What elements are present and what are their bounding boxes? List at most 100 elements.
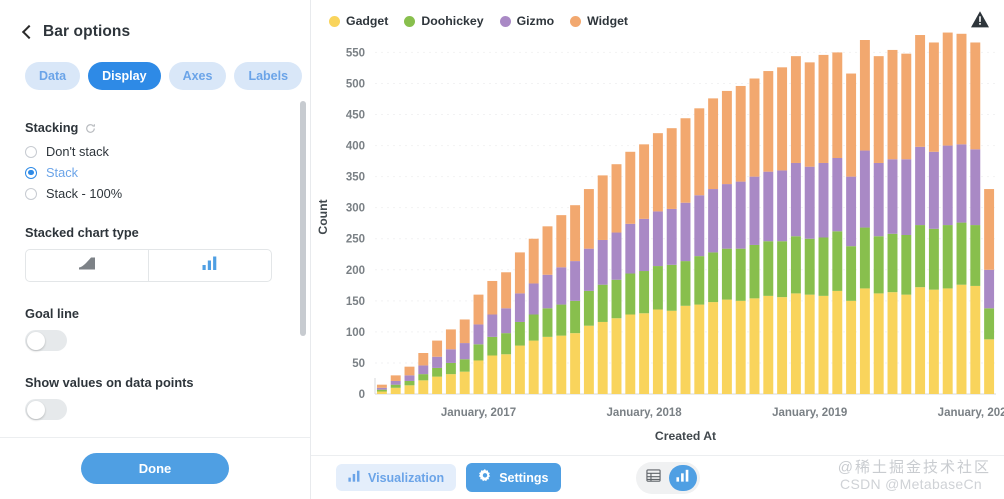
bar-segment[interactable] <box>777 297 788 394</box>
bar-segment[interactable] <box>942 225 953 289</box>
bar-segment[interactable] <box>445 349 456 363</box>
tab-data[interactable]: Data <box>25 62 81 90</box>
bar-segment[interactable] <box>846 73 857 177</box>
bar-segment[interactable] <box>432 340 443 357</box>
bar-segment[interactable] <box>556 215 567 268</box>
bar-segment[interactable] <box>376 387 387 390</box>
bar-segment[interactable] <box>970 225 981 286</box>
bar-segment[interactable] <box>859 40 870 151</box>
bar-segment[interactable] <box>611 279 622 319</box>
bar-segment[interactable] <box>459 343 470 360</box>
sidebar-scrollbar[interactable] <box>300 101 306 336</box>
bar-segment[interactable] <box>818 237 829 296</box>
bar-segment[interactable] <box>749 244 760 299</box>
bar-segment[interactable] <box>625 314 636 394</box>
bar-segment[interactable] <box>652 133 663 212</box>
bar-segment[interactable] <box>597 321 608 394</box>
bar-segment[interactable] <box>639 313 650 394</box>
bar-segment[interactable] <box>942 32 953 146</box>
bar-segment[interactable] <box>666 208 677 265</box>
bar-segment[interactable] <box>887 49 898 160</box>
bar-segment[interactable] <box>984 269 995 309</box>
bar-segment[interactable] <box>915 146 926 226</box>
bar-segment[interactable] <box>721 299 732 394</box>
bar-segment[interactable] <box>721 248 732 300</box>
bar-segment[interactable] <box>928 289 939 394</box>
legend-item-gizmo[interactable]: Gizmo <box>499 14 554 28</box>
bar-segment[interactable] <box>984 189 995 270</box>
bar-segment[interactable] <box>404 375 415 381</box>
bar-segment[interactable] <box>625 151 636 224</box>
bar-segment[interactable] <box>597 239 608 285</box>
bar-segment[interactable] <box>570 333 581 394</box>
bar-segment[interactable] <box>418 380 429 394</box>
bar-segment[interactable] <box>804 166 815 239</box>
bar-segment[interactable] <box>846 300 857 394</box>
bar-segment[interactable] <box>735 181 746 249</box>
bar-segment[interactable] <box>432 356 443 368</box>
warning-triangle-icon[interactable] <box>970 10 990 34</box>
bar-segment[interactable] <box>832 158 843 232</box>
bar-segment[interactable] <box>680 305 691 394</box>
bar-segment[interactable] <box>390 384 401 388</box>
bar-segment[interactable] <box>708 252 719 303</box>
bar-segment[interactable] <box>777 170 788 242</box>
legend-item-doohickey[interactable]: Doohickey <box>404 14 484 28</box>
bar-segment[interactable] <box>611 164 622 233</box>
bar-segment[interactable] <box>846 246 857 301</box>
bar-segment[interactable] <box>749 78 760 177</box>
bar-segment[interactable] <box>432 376 443 394</box>
bar-segment[interactable] <box>763 241 774 296</box>
bar-segment[interactable] <box>570 300 581 334</box>
bar-segment[interactable] <box>721 90 732 185</box>
bar-segment[interactable] <box>873 56 884 163</box>
bar-segment[interactable] <box>611 232 622 280</box>
bar-segment[interactable] <box>652 309 663 394</box>
bar-segment[interactable] <box>445 374 456 394</box>
bar-segment[interactable] <box>404 366 415 376</box>
bar-segment[interactable] <box>873 162 884 237</box>
bar-segment[interactable] <box>501 308 512 334</box>
bar-segment[interactable] <box>514 252 525 294</box>
bar-segment[interactable] <box>501 272 512 309</box>
bar-segment[interactable] <box>873 293 884 394</box>
bar-segment[interactable] <box>583 189 594 249</box>
bar-segment[interactable] <box>404 385 415 394</box>
bar-segment[interactable] <box>956 144 967 223</box>
bar-segment[interactable] <box>763 171 774 242</box>
bar-segment[interactable] <box>790 162 801 237</box>
bar-segment[interactable] <box>514 345 525 394</box>
bar-segment[interactable] <box>418 365 429 375</box>
bar-segment[interactable] <box>942 288 953 394</box>
bar-segment[interactable] <box>583 325 594 394</box>
bar-segment[interactable] <box>583 248 594 291</box>
show-values-toggle[interactable] <box>25 399 67 420</box>
bar-segment[interactable] <box>956 222 967 285</box>
bar-segment[interactable] <box>445 362 456 375</box>
bar-segment[interactable] <box>625 273 636 315</box>
bar-segment[interactable] <box>556 304 567 336</box>
bar-segment[interactable] <box>928 151 939 229</box>
bar-segment[interactable] <box>887 159 898 234</box>
bar-segment[interactable] <box>487 336 498 356</box>
bar-segment[interactable] <box>846 176 857 247</box>
bar-segment[interactable] <box>915 35 926 147</box>
bar-segment[interactable] <box>694 304 705 394</box>
bar-segment[interactable] <box>376 384 387 388</box>
bar-segment[interactable] <box>597 175 608 240</box>
table-view-option[interactable] <box>639 465 667 491</box>
bar-segment[interactable] <box>473 344 484 361</box>
bar-segment[interactable] <box>652 266 663 310</box>
bar-segment[interactable] <box>832 52 843 158</box>
bar-segment[interactable] <box>487 280 498 315</box>
bar-segment[interactable] <box>777 241 788 298</box>
bar-segment[interactable] <box>445 329 456 350</box>
chevron-left-icon[interactable] <box>20 25 34 39</box>
bar-segment[interactable] <box>501 354 512 394</box>
chart-view-option[interactable] <box>669 464 697 491</box>
bar-segment[interactable] <box>859 227 870 289</box>
radio-dont-stack[interactable]: Don't stack <box>25 144 310 159</box>
bar-segment[interactable] <box>694 256 705 305</box>
bar-segment[interactable] <box>708 302 719 394</box>
bar-segment[interactable] <box>542 308 553 337</box>
